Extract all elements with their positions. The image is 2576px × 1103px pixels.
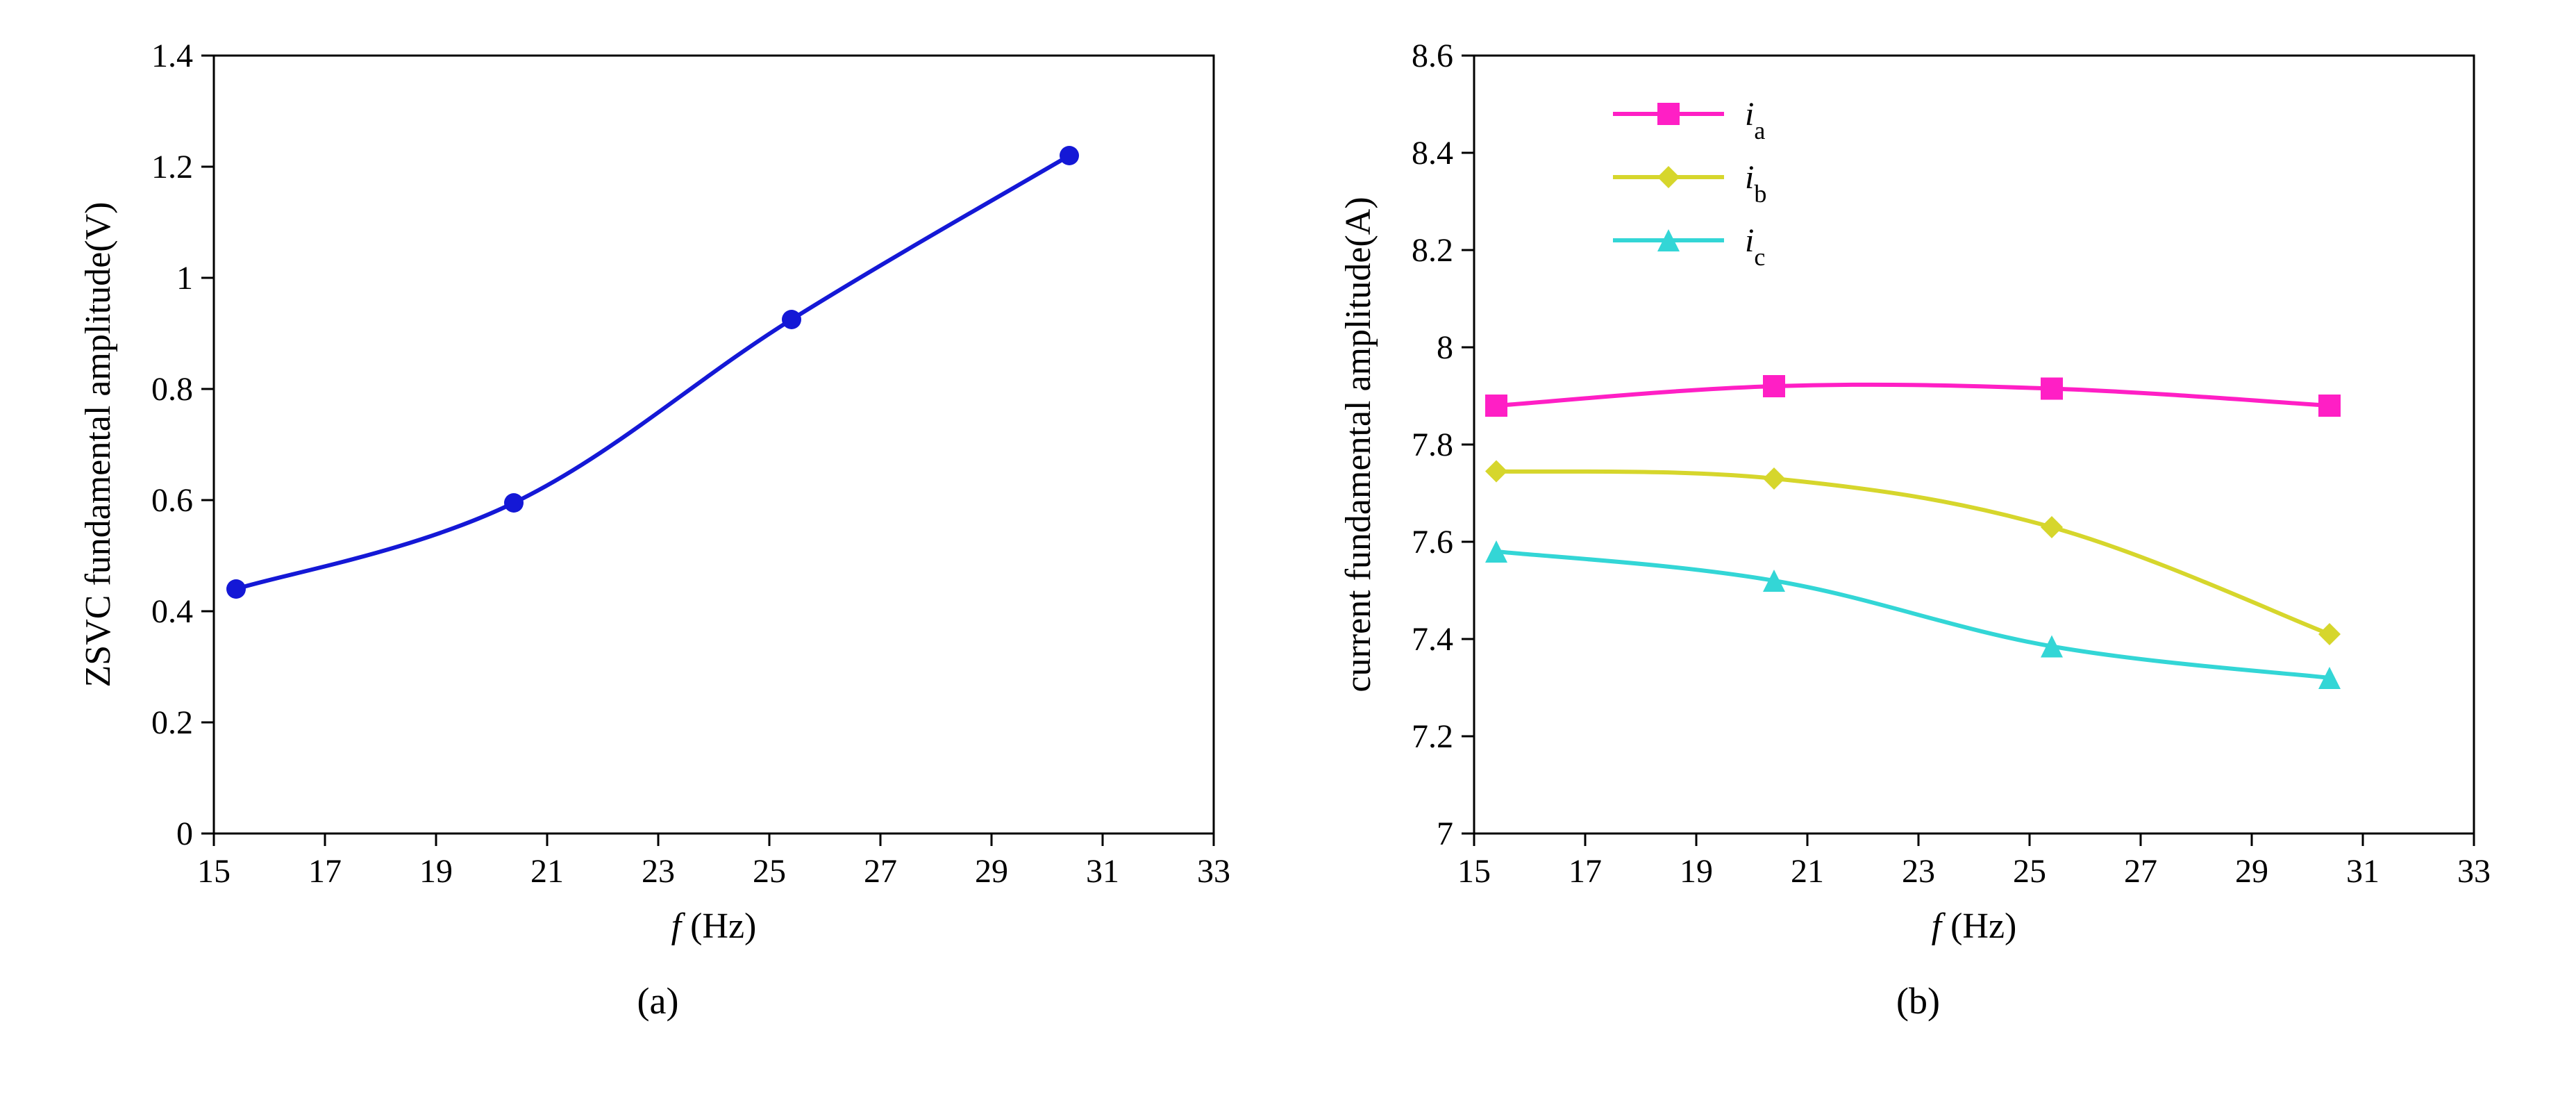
series-marker-ia bbox=[1763, 375, 1785, 397]
series-line-ib bbox=[1496, 472, 2330, 635]
y-axis-title: ZSVC fundamental amplitude(V) bbox=[78, 202, 118, 688]
panel-a-caption: (a) bbox=[637, 979, 679, 1022]
panel-b: 15 17 19 21 23 25 27 29 31 33 7 7.2 7.4 7.6 7.8 8 8.2 8.4… bbox=[1321, 14, 2516, 1022]
y-tick-label: 0.2 bbox=[151, 704, 193, 741]
x-axis-title: f (Hz) bbox=[1931, 906, 2016, 946]
y-tick-label: 7.8 bbox=[1412, 426, 1453, 463]
y-axis-title: current fundamental amplitude(A) bbox=[1339, 197, 1378, 692]
x-tick-label: 17 bbox=[308, 853, 342, 890]
x-tick-label: 21 bbox=[530, 853, 564, 890]
series-marker-ib bbox=[1763, 467, 1785, 490]
series-marker-ia bbox=[1485, 395, 1507, 417]
x-tick-label: 27 bbox=[864, 853, 897, 890]
x-tick-label: 21 bbox=[1791, 853, 1824, 890]
x-tick-label: 19 bbox=[419, 853, 453, 890]
y-tick-label: 1.2 bbox=[151, 149, 193, 185]
x-tick-label: 27 bbox=[2124, 853, 2157, 890]
y-tick-label: 8 bbox=[1437, 329, 1453, 366]
legend-label-ib: ib bbox=[1745, 159, 1766, 208]
chart-a-svg: 15 17 19 21 23 25 27 29 31 33 0 0.2 0.4 0.6 0.8 1 1.2 1.4… bbox=[61, 14, 1255, 972]
x-tick-label: 33 bbox=[1197, 853, 1230, 890]
plot-box bbox=[214, 56, 1214, 834]
y-tick-label: 7.4 bbox=[1412, 621, 1453, 658]
x-tick-label: 19 bbox=[1680, 853, 1713, 890]
series-line-ic bbox=[1496, 552, 2330, 678]
legend-swatch-marker-ia bbox=[1657, 103, 1680, 125]
x-tick-label: 31 bbox=[1086, 853, 1119, 890]
y-tick-label: 8.2 bbox=[1412, 232, 1453, 269]
series-line-zsvc bbox=[236, 156, 1069, 589]
series-marker-ib bbox=[1485, 461, 1507, 483]
y-tick-label: 7.2 bbox=[1412, 718, 1453, 755]
x-tick-label: 25 bbox=[753, 853, 786, 890]
figure-wrap: 15 17 19 21 23 25 27 29 31 33 0 0.2 0.4 0.6 0.8 1 1.2 1.4… bbox=[0, 0, 2576, 1103]
series-marker-zsvc bbox=[782, 310, 801, 329]
series-marker-zsvc bbox=[1060, 146, 1079, 165]
series-line-ia bbox=[1496, 385, 2330, 406]
x-axis-title: f (Hz) bbox=[671, 906, 756, 946]
x-tick-label: 15 bbox=[1457, 853, 1491, 890]
legend-label-ic: ic bbox=[1745, 222, 1765, 271]
x-tick-label: 17 bbox=[1569, 853, 1602, 890]
x-tick-label: 33 bbox=[2457, 853, 2491, 890]
y-tick-label: 8.4 bbox=[1412, 135, 1453, 172]
panel-b-caption: (b) bbox=[1896, 979, 1940, 1022]
y-tick-label: 1 bbox=[176, 260, 193, 297]
series-marker-ib bbox=[2318, 623, 2341, 645]
series-marker-zsvc bbox=[226, 579, 246, 599]
y-tick-label: 0.8 bbox=[151, 371, 193, 408]
y-tick-label: 0.4 bbox=[151, 593, 193, 630]
x-tick-label: 15 bbox=[197, 853, 231, 890]
series-marker-zsvc bbox=[504, 493, 524, 513]
legend-label-ia: ia bbox=[1745, 96, 1765, 144]
x-tick-label: 29 bbox=[2235, 853, 2268, 890]
series-marker-ib bbox=[2041, 516, 2063, 538]
legend-swatch-marker-ib bbox=[1657, 166, 1680, 188]
x-tick-label: 23 bbox=[642, 853, 675, 890]
y-tick-label: 0.6 bbox=[151, 482, 193, 519]
x-tick-label: 23 bbox=[1902, 853, 1935, 890]
y-tick-label: 0 bbox=[176, 815, 193, 852]
y-tick-label: 7.6 bbox=[1412, 524, 1453, 561]
x-tick-label: 31 bbox=[2346, 853, 2380, 890]
panel-a: 15 17 19 21 23 25 27 29 31 33 0 0.2 0.4 0.6 0.8 1 1.2 1.4… bbox=[61, 14, 1255, 1022]
chart-b-svg: 15 17 19 21 23 25 27 29 31 33 7 7.2 7.4 7.6 7.8 8 8.2 8.4… bbox=[1321, 14, 2516, 972]
y-tick-label: 1.4 bbox=[151, 38, 193, 74]
x-tick-label: 25 bbox=[2013, 853, 2046, 890]
series-marker-ia bbox=[2318, 395, 2341, 417]
y-tick-label: 7 bbox=[1437, 815, 1453, 852]
y-tick-label: 8.6 bbox=[1412, 38, 1453, 74]
series-marker-ia bbox=[2041, 378, 2063, 400]
x-tick-label: 29 bbox=[975, 853, 1008, 890]
plot-box bbox=[1474, 56, 2474, 834]
